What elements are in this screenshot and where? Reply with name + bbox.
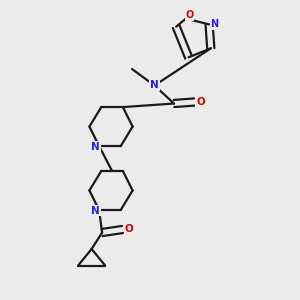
- Text: O: O: [125, 224, 134, 235]
- Text: N: N: [211, 19, 219, 29]
- Text: O: O: [196, 97, 205, 107]
- Text: N: N: [91, 142, 100, 152]
- Text: O: O: [185, 10, 194, 20]
- Text: N: N: [91, 206, 100, 216]
- Text: N: N: [150, 80, 159, 91]
